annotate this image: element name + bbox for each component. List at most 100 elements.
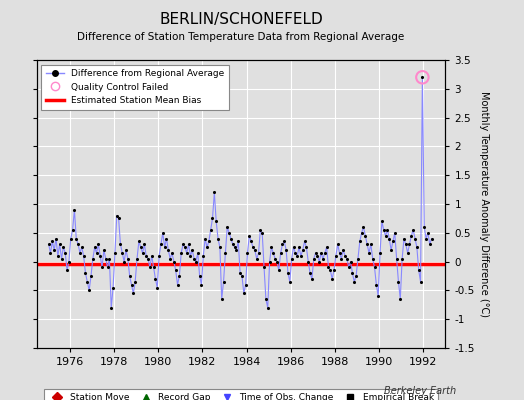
Point [267,244,276,250]
Point [308,276,316,282]
Point [113,212,121,219]
Point [72,235,81,242]
Point [254,250,263,256]
Point [209,215,217,222]
Point [425,241,434,248]
Point [70,206,79,213]
Point [221,250,230,256]
Point [372,282,380,288]
Point [280,238,289,245]
Point [328,276,336,282]
Point [227,235,235,242]
Point [94,241,103,248]
Point [179,241,187,248]
Point [417,278,425,285]
Point [250,247,259,253]
Point [87,273,95,279]
Point [376,250,384,256]
Point [53,253,62,259]
Point [228,241,237,248]
Point [223,224,232,230]
Point [80,253,88,259]
Text: Difference of Station Temperature Data from Regional Average: Difference of Station Temperature Data f… [78,32,405,42]
Point [275,267,283,274]
Point [411,235,419,242]
Point [216,244,224,250]
Point [413,244,421,250]
Point [125,273,134,279]
Point [122,247,130,253]
Point [295,244,303,250]
Point [92,250,101,256]
Point [83,278,92,285]
Point [343,256,351,262]
Point [297,253,305,259]
Point [188,247,196,253]
Point [48,238,57,245]
Point [45,241,53,248]
Point [64,258,73,265]
Point [136,244,145,250]
Point [105,256,114,262]
Point [199,253,208,259]
Point [299,247,307,253]
Point [74,241,82,248]
Y-axis label: Monthly Temperature Anomaly Difference (°C): Monthly Temperature Anomaly Difference (… [479,91,489,317]
Point [195,273,204,279]
Point [428,235,436,242]
Point [293,253,301,259]
Point [96,253,104,259]
Point [61,250,69,256]
Point [56,241,64,248]
Point [319,256,327,262]
Point [374,293,383,299]
Point [264,304,272,311]
Point [116,241,125,248]
Point [186,253,194,259]
Point [368,256,377,262]
Point [363,241,372,248]
Point [332,253,340,259]
Point [304,258,312,265]
Point [111,250,119,256]
Point [245,232,254,239]
Point [236,270,244,276]
Point [67,235,75,242]
Point [345,264,353,270]
Point [335,250,344,256]
Point [120,258,128,265]
Point [383,227,391,233]
Point [78,244,86,250]
Point [407,232,416,239]
Point [231,244,239,250]
Point [239,290,248,296]
Point [359,224,368,230]
Point [225,230,233,236]
Point [232,247,241,253]
Point [127,282,136,288]
Point [396,296,405,302]
Point [131,278,139,285]
Point [291,250,300,256]
Point [146,264,154,270]
Point [253,256,261,262]
Text: Berkeley Earth: Berkeley Earth [384,386,456,396]
Point [346,258,355,265]
Point [175,273,183,279]
Point [273,258,281,265]
Point [214,235,222,242]
Point [50,247,58,253]
Point [162,235,171,242]
Point [151,276,160,282]
Point [155,253,163,259]
Point [157,241,165,248]
Point [361,232,369,239]
Point [302,244,311,250]
Point [212,218,221,224]
Point [418,74,427,80]
Point [422,235,430,242]
Point [118,250,126,256]
Point [109,284,117,291]
Point [59,244,68,250]
Point [326,267,334,274]
